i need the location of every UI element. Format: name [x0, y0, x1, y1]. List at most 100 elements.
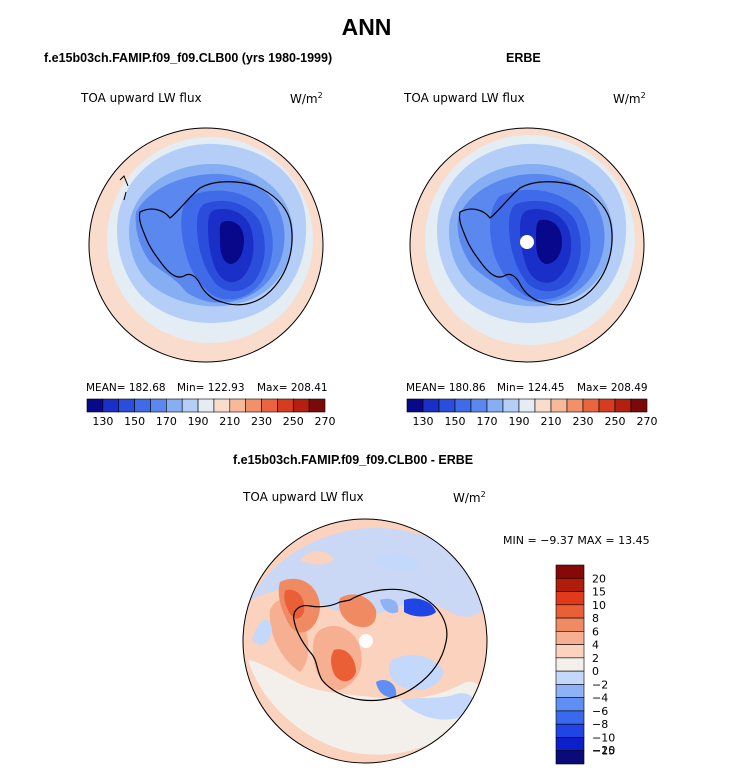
- colorbar-obs-swatch: [566, 398, 584, 413]
- colorbar-obs-tick-label: 230: [573, 415, 594, 428]
- panel-title-model: f.e15b03ch.FAMIP.f09_f09.CLB00 (yrs 1980…: [44, 51, 333, 65]
- colorbar-model-swatch: [308, 398, 326, 413]
- colorbar-obs-swatch: [614, 398, 632, 413]
- colorbar-model-swatch: [245, 398, 262, 413]
- colorbar-model: 130 150 170 190 210 230 250 270: [86, 398, 336, 428]
- colorbar-diff-tick-label: −10: [592, 731, 615, 744]
- colorbar-model-swatch: [292, 398, 310, 413]
- colorbar-model-swatch: [166, 398, 183, 413]
- var-label-model: TOA upward LW flux: [81, 91, 202, 105]
- colorbar-obs-tick-label: 210: [541, 415, 562, 428]
- colorbar-model-swatch: [229, 398, 246, 413]
- colorbar-obs-swatch: [454, 398, 472, 413]
- colorbar-obs-tick-label: 190: [509, 415, 530, 428]
- colorbar-diff-swatch: [555, 657, 585, 672]
- map-model: [89, 128, 323, 362]
- colorbar-obs-swatch: [550, 398, 568, 413]
- colorbar-diff-swatch: [555, 737, 585, 752]
- colorbar-diff-swatch: [555, 697, 585, 712]
- colorbar-obs-swatch: [422, 398, 440, 413]
- map-diff: [243, 519, 487, 763]
- colorbar-diff-tick-label: 20: [592, 572, 606, 585]
- map-diff-border: [242, 518, 488, 764]
- figure-title: ANN: [341, 14, 392, 40]
- colorbar-model-swatch: [181, 398, 199, 413]
- stat-mean-obs: MEAN= 180.86: [406, 382, 486, 394]
- colorbar-diff-swatch: [555, 644, 585, 659]
- colorbar-model-tick-label: 230: [251, 415, 272, 428]
- colorbar-model-tick-label: 250: [283, 415, 304, 428]
- colorbar-model-swatch: [261, 398, 278, 413]
- colorbar-model-tick-label: 150: [124, 415, 145, 428]
- var-label-diff: TOA upward LW flux: [243, 490, 364, 504]
- colorbar-obs-swatch: [598, 398, 616, 413]
- colorbar-obs: 130 150 170 190 210 230 250 270: [406, 398, 658, 428]
- colorbar-obs-swatch: [502, 398, 520, 413]
- colorbar-diff-tick-label: 8: [592, 612, 599, 625]
- colorbar-diff-tick-label: 2: [592, 652, 599, 665]
- colorbar-diff-tick-label: 4: [592, 639, 599, 652]
- colorbar-obs-tick-label: 270: [637, 415, 658, 428]
- colorbar-diff-tick-label: −2: [592, 678, 608, 691]
- colorbar-diff-swatch: [555, 684, 585, 698]
- colorbar-model-tick-label: 210: [219, 415, 240, 428]
- stat-minmax-diff: MIN = −9.37 MAX = 13.45: [503, 534, 650, 547]
- colorbar-diff-tick-label: 6: [592, 625, 599, 638]
- colorbar-obs-tick-label: 250: [605, 415, 626, 428]
- colorbar-diff-swatch: [555, 723, 585, 738]
- colorbar-obs-tick-label: 170: [477, 415, 498, 428]
- colorbar-model-tick-label: 130: [92, 415, 113, 428]
- colorbar-model-tick-label: 170: [156, 415, 177, 428]
- stat-min-model: Min= 122.93: [177, 382, 245, 394]
- colorbar-obs-swatch: [582, 398, 600, 413]
- colorbar-obs-swatch: [470, 398, 488, 413]
- stat-max-model: Max= 208.41: [257, 382, 328, 394]
- colorbar-obs-swatch: [438, 398, 456, 413]
- colorbar-diff-tick-label: 0: [592, 665, 599, 678]
- colorbar-diff-swatch: [555, 631, 585, 645]
- map-obs: [410, 128, 644, 362]
- colorbar-model-swatch: [102, 398, 120, 413]
- colorbar-model-swatch: [213, 398, 231, 413]
- colorbar-obs-swatch: [534, 398, 552, 413]
- colorbar-model-swatch: [118, 398, 135, 413]
- map-model-border: [88, 127, 324, 363]
- colorbar-obs-swatch: [486, 398, 504, 413]
- var-label-obs: TOA upward LW flux: [404, 91, 525, 105]
- colorbar-diff-tick-label: −15: [592, 745, 615, 758]
- colorbar-model-swatch: [86, 398, 104, 413]
- colorbar-obs-tick-label: 150: [445, 415, 466, 428]
- stat-min-obs: Min= 124.45: [497, 382, 565, 394]
- panel-title-obs: ERBE: [506, 51, 541, 65]
- colorbar-model-swatch: [197, 398, 215, 413]
- panel-title-diff: f.e15b03ch.FAMIP.f09_f09.CLB00 - ERBE: [233, 453, 474, 467]
- stat-mean-model: MEAN= 182.68: [86, 382, 166, 394]
- colorbar-diff-tick-label: 10: [592, 599, 606, 612]
- colorbar-diff-swatch: [555, 670, 585, 685]
- colorbar-model-swatch: [277, 398, 294, 413]
- colorbar-diff-swatch: [555, 591, 585, 606]
- colorbar-obs-swatch: [518, 398, 536, 413]
- colorbar-diff-swatch: [555, 604, 585, 619]
- units-label-model: W/m2: [290, 91, 323, 106]
- map-obs-border: [409, 127, 645, 363]
- colorbar-diff-swatch: [555, 710, 585, 725]
- colorbar-diff-tick-label: −6: [592, 705, 608, 718]
- colorbar-diff-swatch: [555, 617, 585, 632]
- colorbar-diff-tick-label: −20: [592, 744, 615, 757]
- stat-max-obs: Max= 208.49: [577, 382, 648, 394]
- colorbar-obs-swatch: [630, 398, 648, 413]
- colorbar-obs-swatch: [406, 398, 424, 413]
- colorbar-model-tick-label: 190: [188, 415, 209, 428]
- colorbar-obs-tick-label: 130: [413, 415, 434, 428]
- colorbar-model-swatch: [134, 398, 151, 413]
- units-label-obs: W/m2: [613, 91, 646, 106]
- colorbar-diff-swatch: [555, 577, 585, 592]
- colorbar-diff-tick-label: −8: [592, 718, 608, 731]
- colorbar-model-tick-label: 270: [315, 415, 336, 428]
- colorbar-model-swatch: [150, 398, 167, 413]
- colorbar-diff-swatch: [555, 564, 585, 579]
- colorbar-diff-tick-label: 15: [592, 586, 606, 599]
